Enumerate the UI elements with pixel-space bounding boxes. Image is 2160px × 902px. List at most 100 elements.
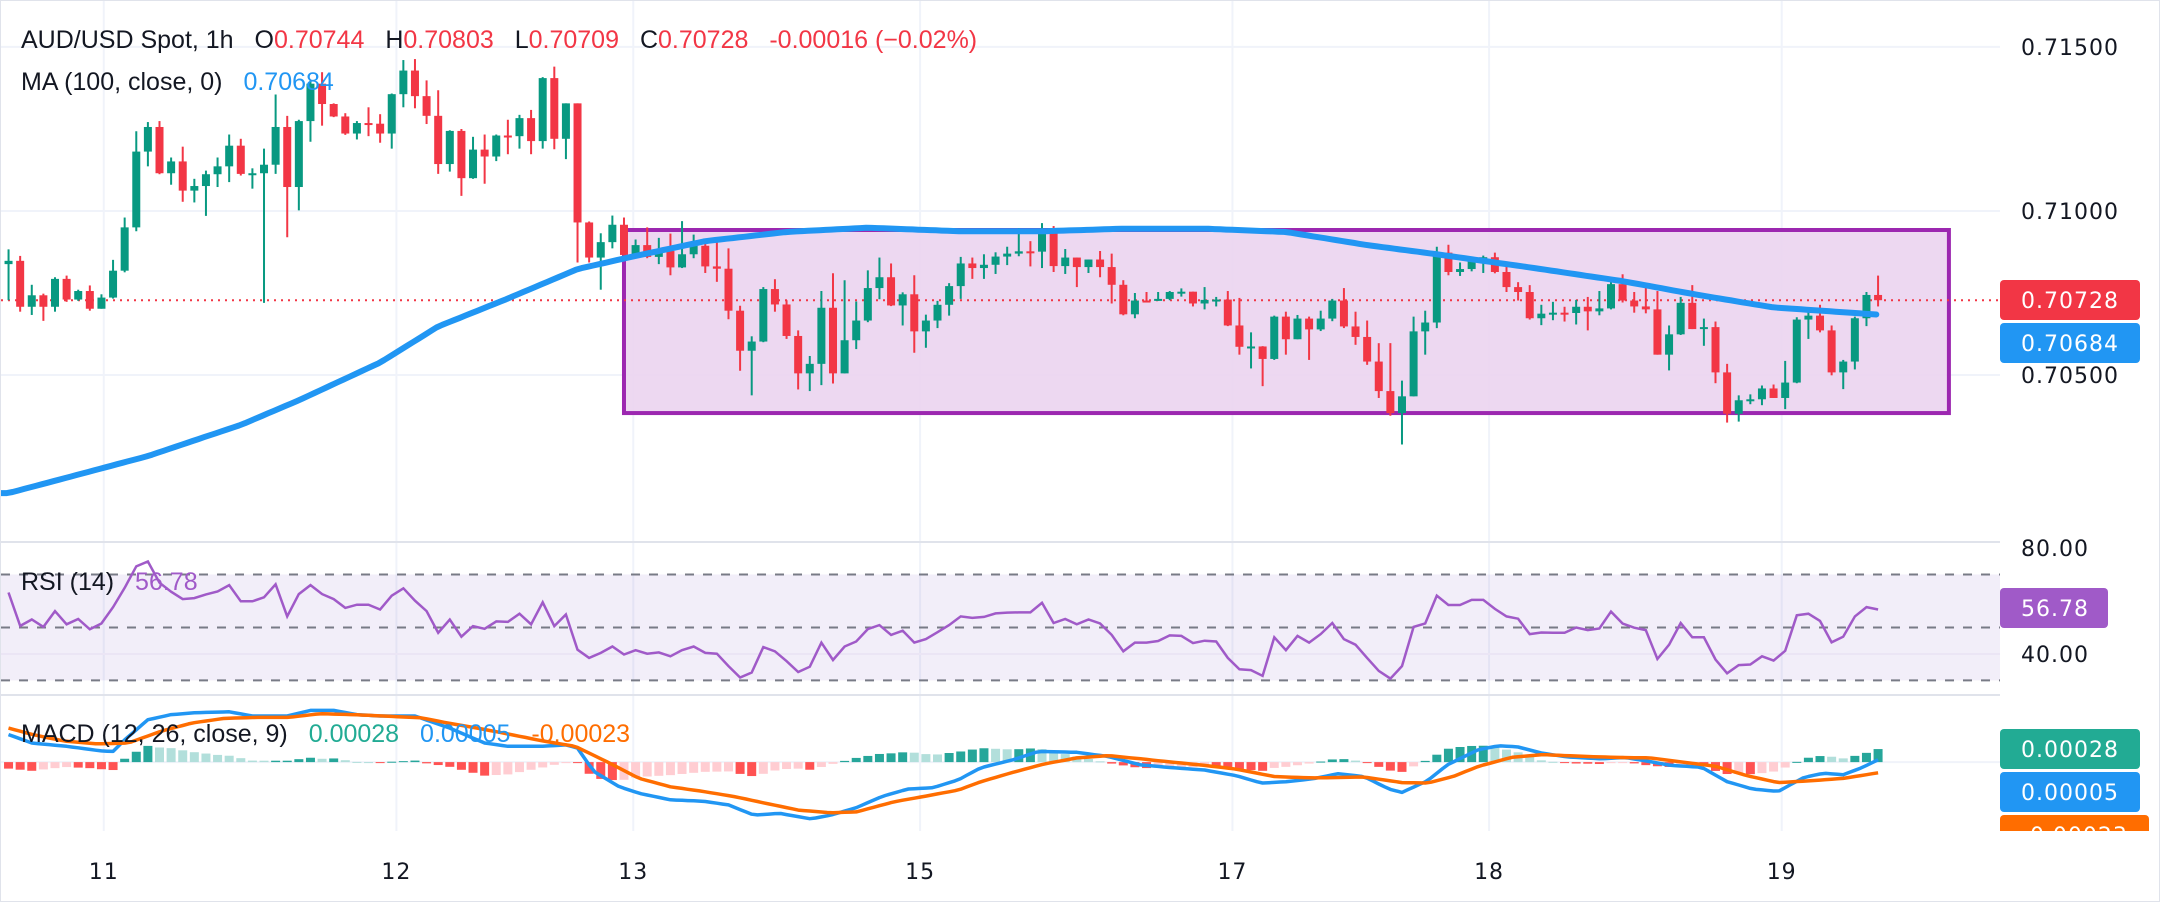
candle-body[interactable] <box>724 268 733 311</box>
candle-body[interactable] <box>201 174 210 187</box>
candle-body[interactable] <box>457 130 466 179</box>
signal-line[interactable] <box>8 712 1879 815</box>
candle-body[interactable] <box>1130 300 1139 315</box>
candle-body[interactable] <box>248 173 257 176</box>
candle-body[interactable] <box>1688 302 1697 330</box>
candle-body[interactable] <box>712 266 721 269</box>
candle-body[interactable] <box>770 289 779 305</box>
candle-body[interactable] <box>527 118 536 142</box>
candle-body[interactable] <box>1026 251 1035 254</box>
candle-body[interactable] <box>1862 294 1871 319</box>
candle-body[interactable] <box>364 123 373 126</box>
candle-body[interactable] <box>1537 313 1546 319</box>
candle-body[interactable] <box>1223 299 1232 326</box>
candle-body[interactable] <box>1502 271 1511 288</box>
candle-body[interactable] <box>736 310 745 351</box>
candle-body[interactable] <box>260 164 269 174</box>
candle-body[interactable] <box>561 103 570 139</box>
candle-body[interactable] <box>225 145 234 167</box>
candle-body[interactable] <box>538 78 547 142</box>
candle-body[interactable] <box>910 294 919 332</box>
candle-body[interactable] <box>1281 316 1290 340</box>
candle-body[interactable] <box>306 83 315 122</box>
time-axis-area[interactable] <box>1 831 2160 902</box>
candle-body[interactable] <box>1014 251 1023 254</box>
candle-body[interactable] <box>1827 330 1836 373</box>
candle-body[interactable] <box>1374 361 1383 392</box>
candle-body[interactable] <box>318 83 327 105</box>
candle-body[interactable] <box>503 135 512 138</box>
candle-body[interactable] <box>852 320 861 341</box>
candle-body[interactable] <box>1456 269 1465 272</box>
candle-body[interactable] <box>585 222 594 258</box>
candle-body[interactable] <box>1177 291 1186 294</box>
candle-body[interactable] <box>39 295 48 307</box>
candle-body[interactable] <box>422 96 431 116</box>
candle-body[interactable] <box>1676 302 1685 335</box>
candle-body[interactable] <box>445 130 454 165</box>
candle-body[interactable] <box>1641 306 1650 310</box>
candle-body[interactable] <box>678 254 687 268</box>
candle-body[interactable] <box>376 123 385 134</box>
candle-body[interactable] <box>979 264 988 269</box>
candle-body[interactable] <box>933 304 942 321</box>
price-axis-area[interactable] <box>2000 1 2160 831</box>
candle-body[interactable] <box>805 363 814 374</box>
candle-body[interactable] <box>1142 300 1151 303</box>
candle-body[interactable] <box>434 115 443 165</box>
candle-body[interactable] <box>1525 292 1534 319</box>
candle-body[interactable] <box>1003 253 1012 257</box>
candle-body[interactable] <box>1653 309 1662 355</box>
candle-body[interactable] <box>62 278 71 300</box>
candle-body[interactable] <box>1606 284 1615 309</box>
candle-body[interactable] <box>190 186 199 191</box>
candle-body[interactable] <box>178 161 187 191</box>
candle-body[interactable] <box>1630 300 1639 307</box>
candle-body[interactable] <box>1409 331 1418 397</box>
candle-body[interactable] <box>1792 319 1801 383</box>
candle-body[interactable] <box>1049 232 1058 267</box>
candle-body[interactable] <box>515 118 524 137</box>
candle-body[interactable] <box>631 245 640 255</box>
candle-body[interactable] <box>1746 399 1755 402</box>
candle-body[interactable] <box>1711 327 1720 373</box>
candle-body[interactable] <box>1804 315 1813 320</box>
candle-body[interactable] <box>1839 361 1848 373</box>
candle-body[interactable] <box>1188 291 1197 304</box>
candle-body[interactable] <box>1235 325 1244 347</box>
candle-body[interactable] <box>887 277 896 306</box>
candle-body[interactable] <box>840 340 849 374</box>
candle-body[interactable] <box>1850 318 1859 362</box>
candle-body[interactable] <box>701 245 710 267</box>
candle-body[interactable] <box>1270 316 1279 359</box>
candle-body[interactable] <box>1084 259 1093 268</box>
candle-body[interactable] <box>1444 252 1453 272</box>
candle-body[interactable] <box>1339 300 1348 327</box>
candle-body[interactable] <box>329 104 338 117</box>
candle-body[interactable] <box>85 291 94 309</box>
rsi-legend[interactable]: RSI (14) 56.78 <box>21 567 198 597</box>
candle-body[interactable] <box>109 270 118 298</box>
candle-body[interactable] <box>968 263 977 269</box>
candle-body[interactable] <box>921 320 930 332</box>
candle-body[interactable] <box>956 263 965 287</box>
candle-body[interactable] <box>1769 388 1778 398</box>
candle-body[interactable] <box>74 291 83 300</box>
candle-body[interactable] <box>1293 318 1302 340</box>
candle-body[interactable] <box>1595 308 1604 312</box>
candle-body[interactable] <box>167 161 176 174</box>
candle-body[interactable] <box>596 242 605 258</box>
candle-body[interactable] <box>1572 306 1581 314</box>
candle-body[interactable] <box>1119 284 1128 315</box>
candle-body[interactable] <box>1316 318 1325 330</box>
candle-body[interactable] <box>480 149 489 157</box>
candle-body[interactable] <box>1816 315 1825 331</box>
candle-body[interactable] <box>469 149 478 179</box>
candle-body[interactable] <box>283 126 292 188</box>
candle-body[interactable] <box>1154 298 1163 301</box>
candle-body[interactable] <box>945 286 954 305</box>
candle-body[interactable] <box>1038 232 1047 252</box>
candle-body[interactable] <box>16 260 25 307</box>
candle-body[interactable] <box>1107 267 1116 285</box>
